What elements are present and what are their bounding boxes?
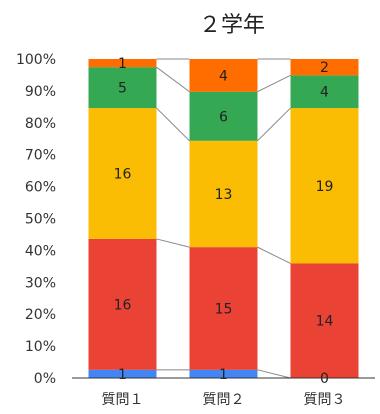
bars — [88, 59, 359, 378]
bar-segment — [88, 238, 157, 370]
bar-segment — [189, 91, 258, 141]
data-label: 1 — [219, 367, 228, 383]
series-line — [257, 369, 291, 379]
data-label: 4 — [219, 68, 228, 84]
y-tick-label: 80% — [25, 116, 56, 132]
x-category-label: 質問１ — [102, 392, 144, 408]
series-line — [156, 107, 190, 142]
y-tick-label: 100% — [16, 52, 56, 68]
bar-segment — [290, 263, 359, 378]
series-line — [156, 66, 190, 93]
series-line — [257, 74, 291, 93]
y-tick-label: 90% — [25, 84, 56, 100]
bar-segment — [290, 75, 359, 109]
x-category-label: 質問２ — [203, 392, 245, 408]
bar-segment — [88, 67, 157, 109]
y-tick-label: 10% — [25, 339, 56, 355]
bar-segment — [189, 140, 258, 248]
data-label: 5 — [118, 81, 127, 97]
series-lines — [156, 58, 291, 379]
y-tick-label: 70% — [25, 148, 56, 164]
bar-segment — [88, 59, 157, 68]
chart-title: ２学年 — [199, 13, 265, 38]
y-tick-label: 0% — [34, 371, 56, 387]
data-label: 6 — [219, 109, 228, 125]
bar-segment — [88, 108, 157, 239]
data-label: 14 — [316, 314, 334, 330]
data-label: 13 — [215, 187, 233, 203]
data-label: 1 — [118, 367, 127, 383]
bar-segment — [189, 59, 258, 92]
bar-segment — [290, 59, 359, 76]
x-axis: 質問１ 質問２ 質問３ — [72, 377, 375, 408]
bar-segment — [189, 247, 258, 370]
bar-segment — [88, 369, 157, 378]
data-label: 16 — [114, 297, 132, 313]
y-tick-label: 20% — [25, 307, 56, 323]
data-label: 19 — [316, 179, 334, 195]
data-labels: 1 16 16 5 1 1 15 13 6 4 0 14 19 4 2 — [114, 56, 334, 387]
bar-segment — [189, 369, 258, 378]
y-tick-label: 40% — [25, 243, 56, 259]
y-tick-label: 60% — [25, 180, 56, 196]
series-line — [156, 238, 190, 248]
bar-segment — [290, 108, 359, 264]
data-label: 1 — [118, 56, 127, 72]
x-category-label: 質問３ — [304, 392, 346, 408]
y-tick-label: 50% — [25, 212, 56, 228]
series-line — [257, 107, 291, 142]
y-tick-label: 30% — [25, 275, 56, 291]
data-label: 4 — [320, 85, 329, 101]
data-label: 16 — [114, 167, 132, 183]
series-line — [257, 246, 291, 264]
data-label: 0 — [320, 371, 329, 387]
y-axis: 0% 10% 20% 30% 40% 50% 60% 70% 80% 90% 100% — [16, 52, 56, 387]
data-label: 2 — [320, 60, 329, 76]
data-label: 15 — [215, 301, 233, 317]
